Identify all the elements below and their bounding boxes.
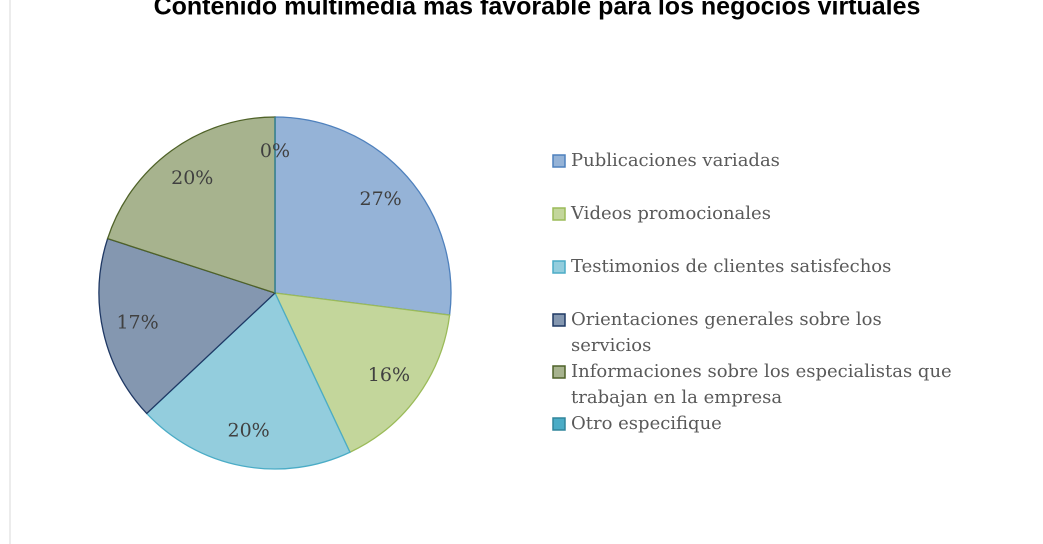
- legend-label: Videos promocionales: [570, 203, 771, 224]
- legend-label: Informaciones sobre los especialistas qu…: [571, 361, 952, 408]
- legend-swatch: [552, 365, 566, 379]
- legend-swatch: [552, 417, 566, 431]
- data-label: 16%: [368, 364, 410, 386]
- pie-slice: [273, 292, 451, 454]
- legend-label: Testimonios de clientes satisfechos: [571, 256, 891, 277]
- legend-swatch: [552, 260, 566, 274]
- legend-swatch: [552, 207, 566, 221]
- legend-label: Publicaciones variadas: [571, 150, 780, 171]
- data-label: 17%: [116, 312, 158, 334]
- legend-swatch: [552, 154, 566, 168]
- pie-slice: [106, 116, 276, 294]
- data-label: 20%: [171, 167, 213, 189]
- pie-slice: [274, 116, 452, 316]
- legend-label: Otro especifique: [571, 413, 722, 434]
- legend-swatch: [552, 313, 566, 327]
- chart-title: Contenido multimedia más favorable para …: [154, 0, 921, 21]
- legend-label: Orientaciones generales sobre los servici…: [571, 309, 882, 356]
- data-label: 20%: [227, 419, 269, 441]
- data-label: 0%: [260, 140, 290, 162]
- pie-slice: [98, 237, 277, 415]
- pie-slice: [145, 291, 351, 470]
- data-label: 27%: [359, 188, 401, 210]
